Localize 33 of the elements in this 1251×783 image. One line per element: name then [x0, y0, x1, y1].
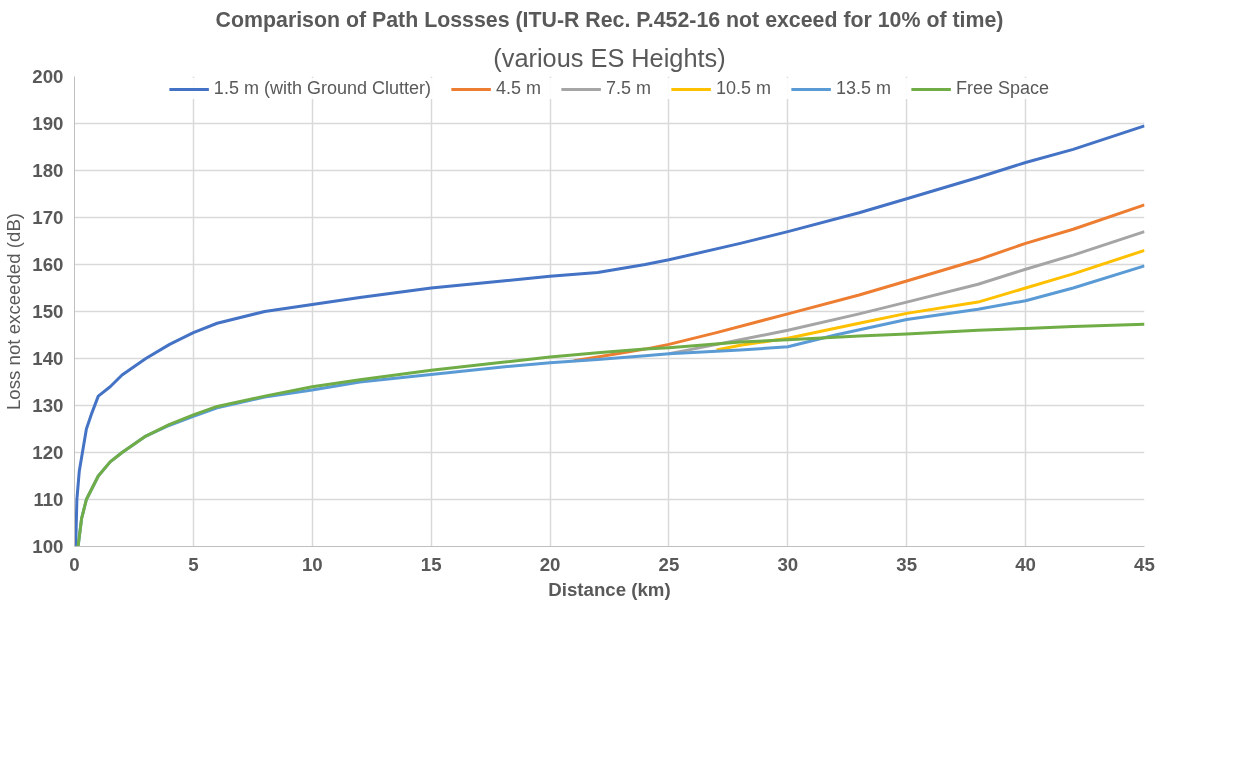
- chart-subtitle: (various ES Heights): [493, 43, 726, 72]
- x-tick-label: 40: [1015, 553, 1036, 575]
- y-tick-label: 180: [32, 160, 64, 181]
- legend-label: 13.5 m: [836, 78, 892, 99]
- y-tick-label: 160: [32, 254, 64, 275]
- y-tick-label: 200: [32, 66, 64, 87]
- legend-label: 10.5 m: [716, 78, 772, 99]
- y-tick-label: 120: [32, 442, 64, 463]
- legend-label: Free Space: [956, 78, 1050, 99]
- legend-label: 4.5 m: [495, 78, 541, 99]
- y-tick-label: 130: [32, 395, 64, 416]
- x-tick-label: 0: [69, 553, 80, 575]
- x-axis-title: Distance (km): [548, 578, 671, 600]
- legend-label: 1.5 m (with Ground Clutter): [213, 78, 431, 99]
- line-series: [715, 248, 1145, 352]
- y-tick-label: 110: [33, 489, 64, 510]
- y-tick-label: 190: [32, 113, 64, 134]
- x-tick-label: 30: [777, 553, 799, 575]
- x-tick-label: 35: [896, 553, 918, 575]
- legend-label: 7.5 m: [605, 78, 652, 99]
- x-tick-label: 15: [420, 553, 442, 575]
- y-tick-label: 140: [32, 348, 64, 369]
- x-tick-label: 25: [658, 553, 680, 575]
- y-tick-label: 100: [32, 536, 64, 557]
- y-axis-title: Loss not exceeded (dB): [3, 212, 25, 411]
- line-series: [572, 203, 1145, 363]
- y-tick-label: 170: [32, 207, 64, 228]
- chart-title: Comparison of Path Lossses (ITU-R Rec. P.452-16 not exceed for 10% of time): [215, 7, 1004, 32]
- x-tick-label: 5: [188, 553, 199, 575]
- x-tick-label: 10: [301, 553, 323, 575]
- y-tick-label: 150: [32, 301, 64, 322]
- x-tick-label: 20: [539, 553, 561, 575]
- x-tick-label: 45: [1134, 553, 1155, 575]
